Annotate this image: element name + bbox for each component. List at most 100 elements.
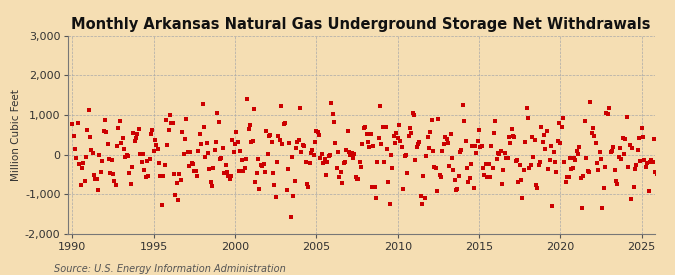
Point: [566, 167, 576, 171]
Point: [300, 160, 311, 164]
Point: [448, 168, 459, 173]
Point: [194, 132, 205, 136]
Point: [586, 131, 597, 135]
Point: [416, 202, 427, 206]
Point: [502, 155, 513, 160]
Point: [201, 141, 212, 145]
Point: [110, 183, 121, 188]
Point: [286, 215, 296, 219]
Point: [265, 133, 275, 138]
Point: [400, 153, 411, 157]
Point: [171, 181, 182, 185]
Point: [590, 141, 601, 145]
Point: [71, 156, 82, 160]
Point: [396, 145, 407, 149]
Point: [236, 158, 247, 162]
Point: [394, 122, 404, 127]
Point: [568, 156, 579, 161]
Point: [429, 164, 439, 169]
Point: [68, 134, 79, 138]
Point: [578, 174, 589, 178]
Point: [262, 152, 273, 156]
Point: [127, 165, 138, 169]
Point: [246, 140, 256, 144]
Point: [441, 137, 452, 141]
Point: [472, 139, 483, 144]
Point: [612, 182, 623, 186]
Point: [545, 144, 556, 148]
Point: [176, 177, 186, 182]
Point: [190, 169, 201, 173]
Point: [130, 139, 140, 144]
Point: [82, 127, 92, 132]
Point: [165, 112, 176, 117]
Point: [594, 149, 605, 154]
Point: [76, 165, 87, 170]
Point: [319, 157, 330, 161]
Point: [90, 177, 101, 182]
Point: [276, 104, 287, 108]
Point: [610, 168, 620, 172]
Point: [243, 127, 254, 131]
Point: [446, 132, 456, 136]
Point: [474, 128, 485, 132]
Point: [639, 158, 650, 162]
Point: [440, 135, 451, 139]
Point: [84, 135, 95, 139]
Point: [331, 166, 342, 170]
Point: [458, 103, 468, 107]
Point: [181, 117, 192, 121]
Point: [634, 136, 645, 140]
Point: [589, 134, 599, 138]
Point: [334, 175, 345, 180]
Point: [601, 111, 612, 116]
Point: [330, 141, 341, 145]
Point: [361, 131, 372, 136]
Point: [628, 185, 639, 189]
Point: [126, 182, 136, 186]
Point: [154, 161, 165, 165]
Point: [467, 144, 478, 148]
Point: [512, 158, 522, 163]
Point: [350, 175, 361, 180]
Point: [619, 152, 630, 156]
Point: [522, 116, 533, 120]
Point: [435, 175, 446, 179]
Point: [406, 131, 416, 135]
Point: [407, 111, 418, 116]
Point: [404, 126, 415, 130]
Point: [166, 121, 177, 125]
Point: [563, 175, 574, 180]
Point: [325, 153, 335, 157]
Point: [281, 188, 292, 192]
Point: [376, 142, 387, 146]
Point: [216, 156, 227, 160]
Point: [567, 166, 578, 170]
Point: [271, 160, 282, 164]
Point: [193, 149, 204, 153]
Point: [224, 177, 235, 181]
Point: [135, 152, 146, 156]
Point: [207, 184, 217, 188]
Point: [109, 178, 119, 183]
Point: [477, 144, 487, 148]
Point: [239, 166, 250, 170]
Point: [574, 145, 585, 149]
Point: [337, 181, 348, 186]
Point: [505, 141, 516, 145]
Point: [364, 145, 375, 149]
Point: [641, 165, 651, 169]
Point: [622, 115, 632, 120]
Point: [92, 188, 103, 192]
Point: [97, 159, 107, 163]
Point: [513, 179, 524, 184]
Point: [508, 134, 518, 139]
Point: [462, 166, 472, 170]
Point: [174, 172, 185, 176]
Point: [551, 170, 562, 174]
Point: [189, 169, 200, 173]
Point: [486, 144, 497, 148]
Point: [115, 119, 126, 123]
Point: [119, 147, 130, 152]
Point: [525, 163, 536, 168]
